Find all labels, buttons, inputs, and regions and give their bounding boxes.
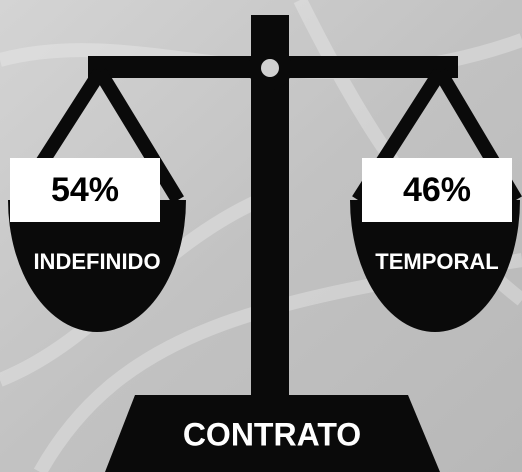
infographic: 54% 46% INDEFINIDO TEMPORAL CONTRATO bbox=[0, 0, 522, 472]
value-label: 54% bbox=[51, 171, 119, 209]
page: {"scale": {"pans": [{"value_label": "54%… bbox=[0, 0, 522, 472]
value-label: 46% bbox=[403, 171, 471, 209]
pan-label: INDEFINIDO bbox=[33, 249, 160, 274]
pan-label: TEMPORAL bbox=[375, 249, 498, 274]
base-label: CONTRATO bbox=[183, 416, 361, 452]
